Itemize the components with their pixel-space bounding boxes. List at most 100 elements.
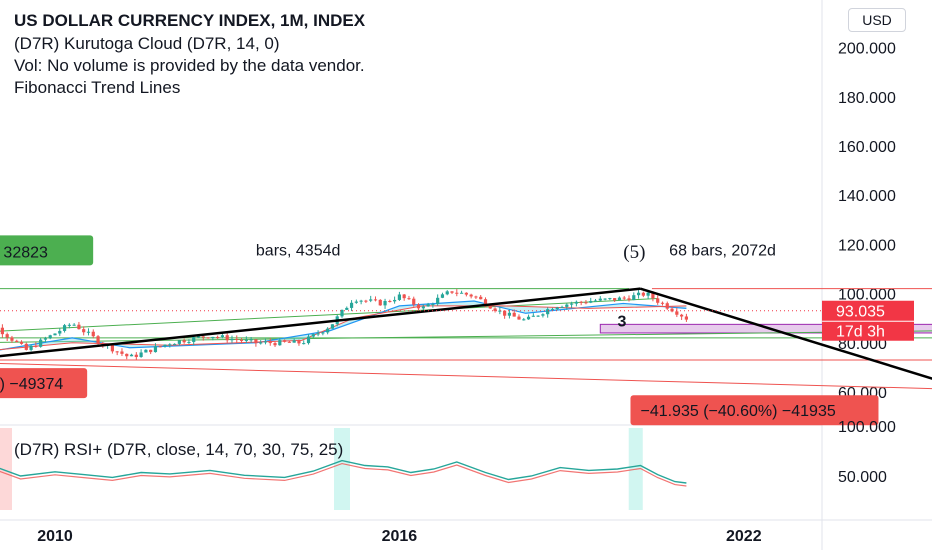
candle-body <box>464 292 468 295</box>
candle-body <box>570 303 574 305</box>
candle-body <box>522 319 526 321</box>
candle-body <box>144 349 148 353</box>
currency-button[interactable]: USD <box>848 8 906 32</box>
candle-body <box>158 346 162 348</box>
candle-body <box>560 306 564 308</box>
candle-body <box>345 307 349 310</box>
candle-body <box>584 302 588 304</box>
bars-label: 68 bars, 2072d <box>669 242 776 259</box>
measure-label-box <box>630 395 879 426</box>
candle-body <box>646 292 650 296</box>
candle-body <box>483 299 488 306</box>
wave-5-label: (5) <box>623 242 645 263</box>
candle-body <box>77 324 81 330</box>
candle-body <box>383 300 387 306</box>
candle-body <box>603 298 607 300</box>
candle-body <box>641 292 645 296</box>
candle-body <box>268 341 272 344</box>
candle-body <box>426 304 430 307</box>
candle-body <box>359 300 363 302</box>
candle-body <box>67 324 71 326</box>
candle-body <box>593 300 598 302</box>
candle-body <box>512 312 516 317</box>
candle-body <box>134 354 138 357</box>
fib-line-red <box>0 362 932 390</box>
candle-body <box>19 341 24 344</box>
candle-body <box>397 294 401 300</box>
x-tick-label: 2010 <box>37 528 73 545</box>
candle-body <box>306 336 311 344</box>
candle-body <box>364 300 368 302</box>
candle-body <box>24 343 28 350</box>
candle-body <box>369 299 373 301</box>
rsi-line <box>0 459 687 484</box>
bars-label: bars, 4354d <box>256 242 341 259</box>
candle-body <box>263 341 268 343</box>
candle-body <box>373 299 378 301</box>
candle-body <box>632 295 636 300</box>
candle-body <box>440 294 445 298</box>
candle-body <box>125 353 129 357</box>
candle-body <box>660 302 665 304</box>
candle-body <box>58 330 62 334</box>
last-price-label: 93.035 <box>836 304 885 321</box>
candle-body <box>187 341 191 343</box>
candle-body <box>139 352 143 357</box>
candle-body <box>598 298 602 301</box>
kurutoga-indicator-label[interactable]: (D7R) Kurutoga Cloud (D7R, 14, 0) <box>14 34 280 53</box>
fib-line-green <box>0 298 658 332</box>
candle-body <box>239 339 244 341</box>
y-tick-label: 140.000 <box>838 188 896 205</box>
candle-body <box>0 327 4 335</box>
candle-body <box>402 294 406 299</box>
candle-body <box>211 336 215 339</box>
candle-body <box>388 300 392 302</box>
rsi-indicator-label[interactable]: (D7R) RSI+ (D7R, close, 14, 70, 30, 75, … <box>14 440 344 459</box>
candle-body <box>579 301 583 303</box>
fib-line-green <box>0 330 932 343</box>
candle-body <box>129 354 134 357</box>
candle-body <box>541 314 545 316</box>
candle-body <box>10 337 14 341</box>
candle-body <box>39 339 43 347</box>
candle-body <box>550 309 555 311</box>
y-tick-label: 200.000 <box>838 41 896 58</box>
candle-body <box>680 314 684 317</box>
candle-body <box>292 340 296 343</box>
candle-body <box>617 297 622 301</box>
candle-body <box>273 343 277 346</box>
countdown-label: 17d 3h <box>836 324 885 341</box>
candle-body <box>302 343 306 345</box>
candle-body <box>82 329 86 333</box>
candle-body <box>196 336 201 338</box>
candle-body <box>153 346 158 353</box>
candle-body <box>297 340 301 344</box>
candle-body <box>244 339 248 341</box>
candle-body <box>455 292 459 294</box>
candle-body <box>340 309 344 317</box>
y-tick-label: 160.000 <box>838 139 896 156</box>
volume-note: Vol: No volume is provided by the data v… <box>14 56 365 75</box>
candle-body <box>436 297 440 304</box>
measure-label-text: −41.935 (−40.60%) −41935 <box>640 403 835 420</box>
candle-body <box>613 298 617 301</box>
candle-body <box>311 334 315 337</box>
candle-body <box>86 331 91 333</box>
candle-body <box>321 332 325 334</box>
candle-body <box>168 344 172 346</box>
candle-body <box>48 335 52 339</box>
candle-body <box>182 340 186 343</box>
candle-body <box>503 310 507 316</box>
candle-body <box>684 316 688 320</box>
candle-body <box>354 301 358 303</box>
candle-body <box>622 297 626 299</box>
candle-body <box>565 304 569 307</box>
candle-body <box>445 291 449 295</box>
fibonacci-indicator-label[interactable]: Fibonacci Trend Lines <box>14 78 181 97</box>
candle-body <box>531 315 535 317</box>
candle-body <box>450 291 454 293</box>
candle-body <box>29 345 33 350</box>
rsi-signal-line <box>0 462 687 487</box>
candle-body <box>34 345 38 347</box>
